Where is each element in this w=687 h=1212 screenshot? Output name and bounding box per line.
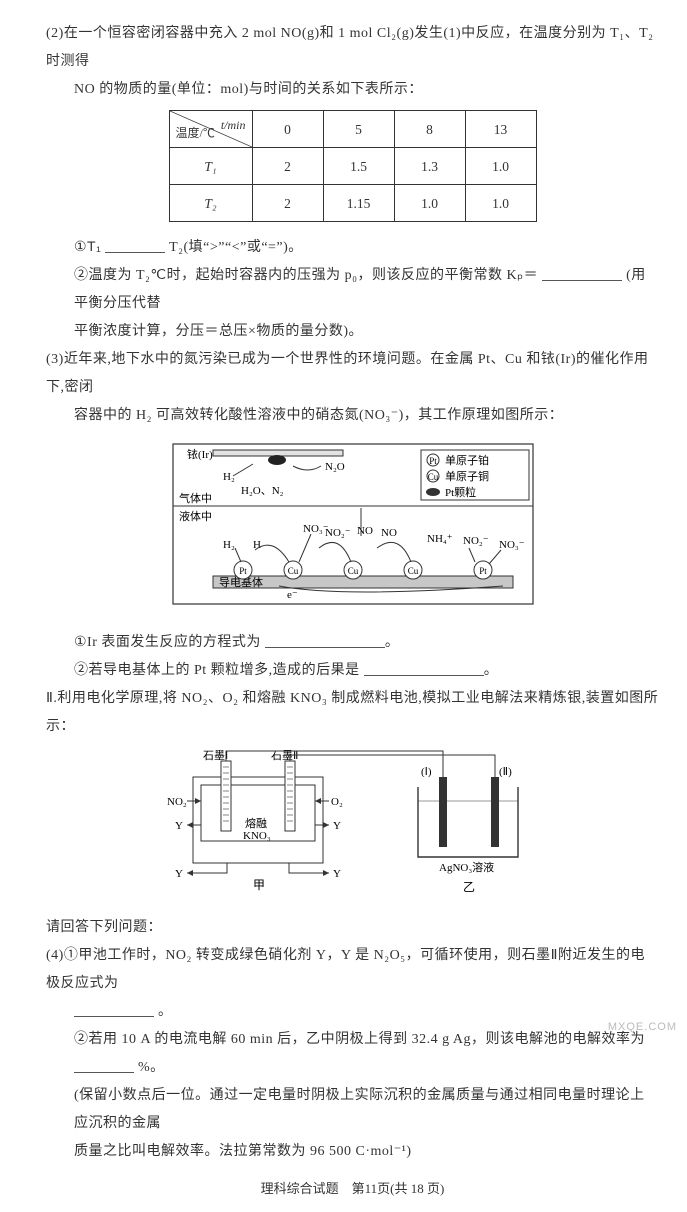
blank[interactable] [542, 266, 622, 281]
cell: 1.5 [323, 148, 394, 185]
blank[interactable] [265, 633, 385, 648]
data-table: t/min 温度/℃ 0 5 8 13 T₁ 2 1.5 1.3 1.0 T₂ … [169, 110, 537, 222]
ir-label: 铱(Ir) [187, 448, 213, 461]
liquid-label: 液体中 [179, 509, 212, 523]
el2: (Ⅱ) [499, 766, 512, 778]
table-row: T₁ 2 1.5 1.3 1.0 [169, 148, 536, 185]
h2o-n2: H₂O、N₂ [241, 485, 284, 497]
cell: 1.0 [465, 185, 536, 222]
q4-1-tail: 。 [158, 1004, 173, 1019]
q2-sub1: ①T₁ T₂(填“>”“<”或“=”)。 [46, 232, 659, 262]
q4-2c: (保留小数点后一位。通过一定电量时阴极上实际沉积的金属质量与通过相同电量时理论上… [46, 1082, 659, 1138]
graphite1: 石墨Ⅰ [203, 749, 228, 762]
svg-text:Cu: Cu [287, 566, 298, 576]
q2-1b: T₂(填“>”“<”或“=”)。 [169, 240, 303, 255]
q3-line2: 容器中的 H₂ 可高效转化酸性溶液中的硝态氮(NO₃⁻)，其工作原理如图所示： [46, 402, 659, 430]
q4-2a: ②若用 10 A 的电流电解 60 min 后，乙中阴极上得到 32.4 g A… [46, 1026, 659, 1082]
molten: 熔融 [245, 816, 267, 830]
figure-1: Pt 单原子铂 Cu 单原子铜 Pt颗粒 铱(Ir) H₂ N₂O H₂O、N₂… [46, 436, 659, 623]
col-h: 13 [465, 111, 536, 148]
yi: 乙 [463, 880, 475, 894]
legend-pt-particle: Pt颗粒 [445, 485, 476, 499]
col-h: 8 [394, 111, 465, 148]
agno3: AgNO₃溶液 [439, 860, 494, 874]
q4-2b: %。 [138, 1060, 165, 1075]
q2-1a: ①T₁ [74, 238, 101, 254]
cell: 1.0 [465, 148, 536, 185]
gas-label: 气体中 [179, 491, 212, 505]
no: NO [381, 527, 397, 539]
no3-r: NO₃⁻ [499, 539, 525, 551]
q4-1-blank: 。 [46, 998, 659, 1026]
row-label: T₁ [169, 148, 252, 185]
cell: 2 [252, 148, 323, 185]
q3-line1: (3)近年来,地下水中的氮污染已成为一个世界性的环境问题。在金属 Pt、Cu 和… [46, 346, 659, 402]
q2-sub2a: ②温度为 T₂℃时，起始时容器内的压强为 p₀，则该反应的平衡常数 Kₚ＝ (用… [46, 262, 659, 318]
q4-2a-text: ②若用 10 A 的电流电解 60 min 后，乙中阴极上得到 32.4 g A… [74, 1032, 645, 1047]
y-br: Y [333, 868, 341, 880]
y-l: Y [175, 820, 183, 832]
kno3: KNO₃ [243, 830, 271, 842]
o2-in: O₂ [331, 796, 343, 808]
legend-cu-atom: 单原子铜 [445, 469, 489, 483]
figure-2: 石墨Ⅰ 石墨Ⅱ NO₂ O₂ Y Y Y Y 熔融 KNO₃ 甲 (Ⅰ) (Ⅱ)… [46, 747, 659, 908]
q3-sub1: ①Ir 表面发生反应的方程式为 。 [46, 629, 659, 657]
no2-in: NO₂ [167, 796, 187, 808]
svg-text:Pt: Pt [479, 566, 487, 576]
blank[interactable] [74, 1002, 154, 1017]
nh4: NH₄⁺ [427, 533, 453, 545]
diag-bottom: 温度/℃ [176, 121, 215, 145]
y-bl: Y [175, 868, 183, 880]
table-row: T₂ 2 1.15 1.0 1.0 [169, 185, 536, 222]
jia: 甲 [253, 878, 265, 892]
q4-2d: 质量之比叫电解效率。法拉第常数为 96 500 C·mol⁻¹) [46, 1138, 659, 1166]
h-atom: H [253, 539, 261, 551]
blank[interactable] [105, 238, 165, 253]
table-diag-cell: t/min 温度/℃ [169, 111, 252, 148]
q4-line1: (4)①甲池工作时，NO₂ 转变成绿色硝化剂 Y，Y 是 N₂O₅，可循环使用，… [46, 942, 659, 998]
h2: H₂ [223, 471, 235, 483]
q2-sub2c: 平衡浓度计算，分压＝总压×物质的量分数)。 [46, 318, 659, 346]
y-r: Y [333, 820, 341, 832]
diag-top: t/min [221, 113, 246, 137]
no-up: NO [357, 525, 373, 537]
cell: 1.15 [323, 185, 394, 222]
n2o: N₂O [325, 461, 345, 473]
q2-2a: ②温度为 T₂℃时，起始时容器内的压强为 p₀，则该反应的平衡常数 Kₚ＝ [74, 268, 538, 283]
q2-line2: NO 的物质的量(单位：mol)与时间的关系如下表所示： [46, 76, 659, 104]
blank[interactable] [364, 661, 484, 676]
sec2-line1: Ⅱ.利用电化学原理,将 NO₂、O₂ 和熔融 KNO₃ 制成燃料电池,模拟工业电… [46, 685, 659, 741]
svg-text:Pt: Pt [239, 566, 247, 576]
col-h: 5 [323, 111, 394, 148]
answer-prompt: 请回答下列问题： [46, 914, 659, 942]
legend-cu-sym: Cu [427, 472, 438, 482]
svg-text:Cu: Cu [347, 566, 358, 576]
page-footer: 理科综合试题 第11页(共 18 页) [46, 1176, 659, 1202]
watermark: MXQE.COM [608, 1016, 677, 1038]
q3-sub2: ②若导电基体上的 Pt 颗粒增多,造成的后果是 。 [46, 657, 659, 685]
e-label: e⁻ [287, 589, 298, 601]
col-h: 0 [252, 111, 323, 148]
no2-r: NO₂⁻ [463, 535, 489, 547]
row-label: T₂ [169, 185, 252, 222]
cell: 1.3 [394, 148, 465, 185]
h2-liq: H₂ [223, 539, 235, 551]
blank[interactable] [74, 1058, 134, 1073]
el1: (Ⅰ) [421, 766, 432, 778]
legend-pt-sym: Pt [429, 456, 437, 466]
legend-pt-atom: 单原子铂 [445, 453, 489, 467]
no2-1: NO₂⁻ [325, 527, 351, 539]
svg-text:Cu: Cu [407, 566, 418, 576]
q3-2: ②若导电基体上的 Pt 颗粒增多,造成的后果是 [74, 663, 360, 678]
cell: 1.0 [394, 185, 465, 222]
cell: 2 [252, 185, 323, 222]
q3-1: ①Ir 表面发生反应的方程式为 [74, 635, 261, 650]
q2-line1: (2)在一个恒容密闭容器中充入 2 mol NO(g)和 1 mol Cl₂(g… [46, 20, 659, 76]
